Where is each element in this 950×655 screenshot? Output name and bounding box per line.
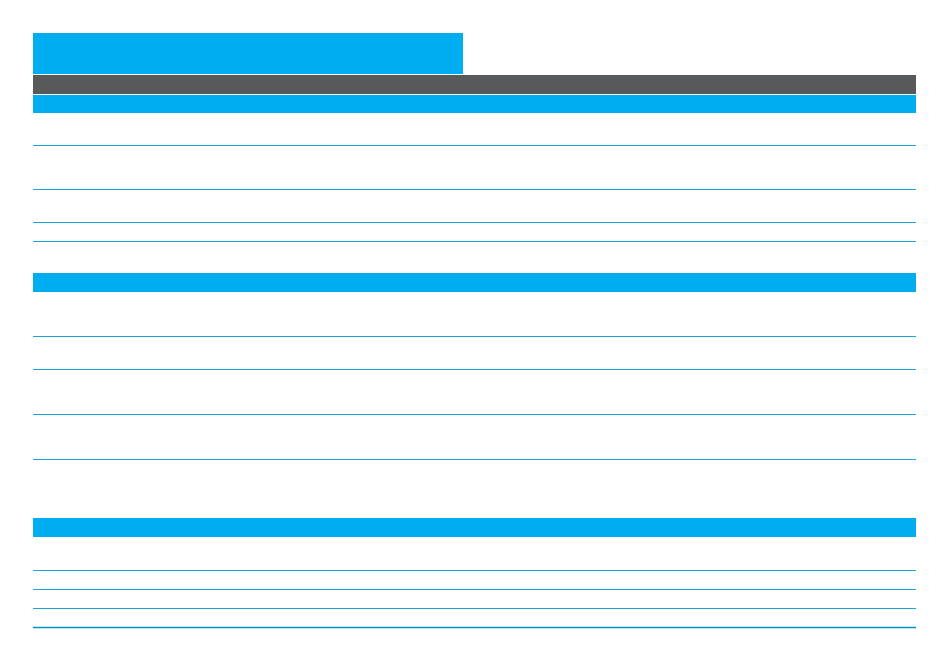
header-bar [33,75,916,94]
title-tab [33,33,463,74]
section-bar [33,518,916,537]
section-bar [33,95,916,113]
section-bar [33,273,916,292]
